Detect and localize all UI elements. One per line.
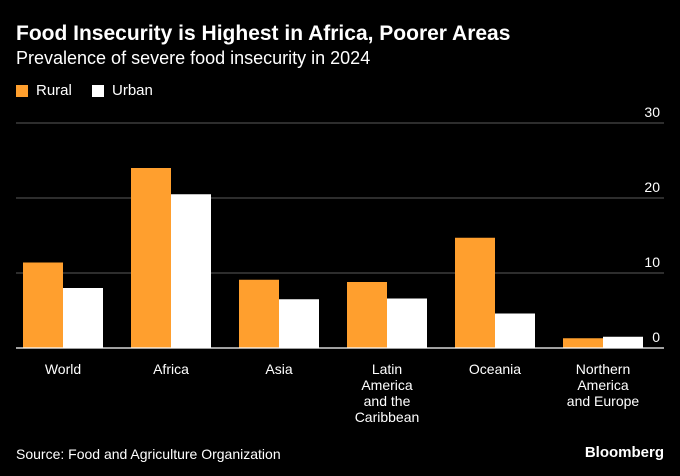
chart-subtitle: Prevalence of severe food insecurity in … xyxy=(16,48,371,68)
bar-rural-3 xyxy=(347,282,387,348)
x-tick-label: Northern America and Europe xyxy=(567,361,640,409)
bar-urban-3 xyxy=(387,298,427,348)
y-tick-label: 30 xyxy=(644,104,660,120)
x-tick-label: Oceania xyxy=(469,361,521,377)
bar-urban-4 xyxy=(495,313,535,348)
bar-urban-5 xyxy=(603,336,643,348)
x-tick-label: Latin America and the Caribbean xyxy=(355,361,420,425)
bar-rural-2 xyxy=(239,279,279,348)
legend-swatch-rural xyxy=(16,85,28,97)
chart-title: Food Insecurity is Highest in Africa, Po… xyxy=(16,22,511,45)
legend-label-urban: Urban xyxy=(112,82,153,99)
bar-rural-4 xyxy=(455,237,495,348)
bar-urban-2 xyxy=(279,299,319,348)
x-tick-label: Africa xyxy=(153,361,189,377)
x-tick-label: World xyxy=(45,361,81,377)
y-tick-label: 20 xyxy=(644,179,660,195)
bar-urban-1 xyxy=(171,194,211,348)
bar-rural-0 xyxy=(23,262,63,348)
source-note: Source: Food and Agriculture Organizatio… xyxy=(16,446,281,462)
x-tick-label: Asia xyxy=(265,361,292,377)
bar-rural-5 xyxy=(563,338,603,348)
bar-rural-1 xyxy=(131,168,171,348)
brand-logo: Bloomberg xyxy=(584,444,664,461)
legend-swatch-urban xyxy=(92,85,104,97)
legend-label-rural: Rural xyxy=(36,82,72,99)
y-tick-label: 0 xyxy=(652,329,660,345)
y-tick-label: 10 xyxy=(644,254,660,270)
bar-urban-0 xyxy=(63,288,103,348)
